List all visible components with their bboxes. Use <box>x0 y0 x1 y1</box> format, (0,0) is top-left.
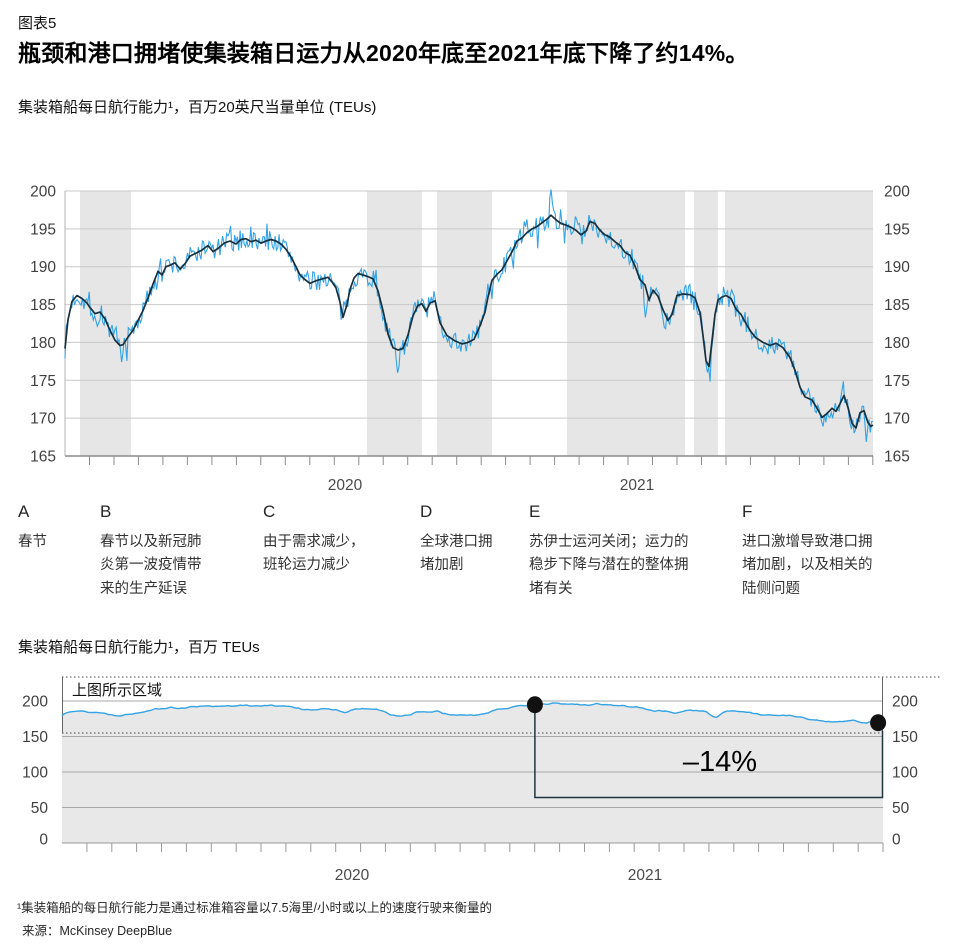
y-axis-label-left: 150 <box>22 729 48 746</box>
legend-item-c: C 由于需求减少， 班轮运力减少 <box>263 502 375 578</box>
overview-capacity-chart: 200 200 150 150 100 100 50 50 0 0 2020 2021 <box>22 676 940 884</box>
smoothed-trend-line <box>64 214 874 429</box>
exhibit-kicker: 图表5 <box>18 15 57 32</box>
region-shown-label: 上图所示区域 <box>72 682 163 699</box>
annotation-letter: A <box>18 502 30 521</box>
y-axis-label-left: 165 <box>30 449 56 466</box>
annotation-letter: E <box>529 502 541 521</box>
y-axis-label-left: 185 <box>30 297 56 314</box>
decline-percent-label: –14% <box>682 746 758 778</box>
y-axis-label-right: 190 <box>884 259 910 276</box>
annotation-letter: B <box>100 502 112 521</box>
y-axis-label-right: 100 <box>892 765 918 782</box>
footnote: ¹集装箱船的每日航行能力是通过标准箱容量以7.5海里/小时或以上的速度行驶来衡量… <box>17 901 493 915</box>
x-axis-year-label: 2020 <box>328 477 363 494</box>
annotation-text: 由于需求减少， 班轮运力减少 <box>263 534 365 574</box>
annotation-letter: C <box>263 502 276 521</box>
legend-item-a: A 春节 <box>18 502 88 554</box>
overview-grid: 200 200 150 150 100 100 50 50 0 0 <box>22 694 918 852</box>
legend-item-b: B 春节以及新冠肺 炎第一波疫情带 来的生产延误 <box>100 502 212 601</box>
y-axis-label-right: 165 <box>884 449 910 466</box>
y-axis-label-right: 50 <box>892 800 910 817</box>
y-axis-label-right: 0 <box>892 832 901 849</box>
source-line: 来源：McKinsey DeepBlue <box>22 924 173 938</box>
main-capacity-chart: 200 200 195 195 190 190 185 185 180 180 175 175 170 1… <box>30 184 910 495</box>
y-axis-label-right: 200 <box>884 184 910 201</box>
y-axis-label-left: 180 <box>30 335 56 352</box>
event-band-D <box>567 191 685 456</box>
y-axis-label-right: 150 <box>892 729 918 746</box>
annotation-text: 全球港口拥 堵加剧 <box>420 534 493 574</box>
y-axis-label-right: 200 <box>892 694 918 711</box>
event-band-A <box>80 191 131 456</box>
y-axis-label-left: 170 <box>30 411 56 428</box>
legend-item-d: D 全球港口拥 堵加剧 <box>420 502 502 578</box>
annotation-text: 春节以及新冠肺 炎第一波疫情带 来的生产延误 <box>100 534 202 597</box>
end-point-dot <box>870 714 887 732</box>
annotation-text: 春节 <box>18 534 47 550</box>
y-axis-label-right: 180 <box>884 335 910 352</box>
y-axis-label-left: 190 <box>30 259 56 276</box>
decline-bracket <box>534 712 884 799</box>
event-band-E <box>694 191 718 456</box>
annotation-letter: D <box>420 502 433 521</box>
annotation-text: 苏伊士运河关闭；运力的 稳步下降与潜在的整体拥 堵有关 <box>529 534 689 597</box>
y-axis-label-left: 200 <box>22 694 48 711</box>
y-axis-label-right: 195 <box>884 221 910 238</box>
legend-item-f: F 进口激增导致港口拥 堵加剧，以及相关的 陆侧问题 <box>742 502 882 601</box>
legend-item-e: E 苏伊士运河关闭；运力的 稳步下降与潜在的整体拥 堵有关 <box>529 502 697 601</box>
start-point-dot <box>526 696 543 714</box>
y-axis-label-right: 170 <box>884 411 910 428</box>
x-axis-year-label: 2021 <box>628 867 662 884</box>
overview-capacity-line <box>61 702 884 725</box>
main-grid: 200 200 195 195 190 190 185 185 180 180 175 175 170 1… <box>30 184 910 466</box>
y-axis-label-left: 50 <box>31 800 49 817</box>
y-axis-label-left: 175 <box>30 373 56 390</box>
y-axis-label-right: 175 <box>884 373 910 390</box>
overview-subtitle: 集装箱船每日航行能力¹，百万 TEUs <box>18 639 260 656</box>
x-axis-year-label: 2020 <box>335 867 370 884</box>
y-axis-label-left: 0 <box>39 832 48 849</box>
y-axis-label-left: 195 <box>30 221 56 238</box>
exhibit-title: 瓶颈和港口拥堵使集装箱日运力从2020年底至2021年底下降了约14%。 <box>18 40 749 66</box>
annotation-text: 进口激增导致港口拥 堵加剧，以及相关的 陆侧问题 <box>742 534 873 597</box>
annotation-letter: F <box>742 502 753 521</box>
y-axis-label-left: 100 <box>22 765 48 782</box>
chart-subtitle: 集装箱船每日航行能力¹，百万20英尺当量单位 (TEUs) <box>18 99 377 116</box>
y-axis-label-right: 185 <box>884 297 910 314</box>
event-band-B <box>367 191 422 456</box>
y-axis-label-left: 200 <box>30 184 56 201</box>
x-axis-year-label: 2021 <box>620 477 654 494</box>
event-band-C <box>437 191 492 456</box>
